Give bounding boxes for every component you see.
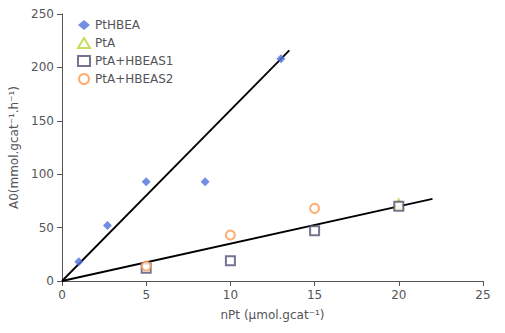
svg-text:150: 150 <box>31 114 54 128</box>
svg-text:20: 20 <box>391 288 406 302</box>
svg-text:15: 15 <box>307 288 322 302</box>
svg-text:A0(mmol.gcat⁻¹.h⁻¹): A0(mmol.gcat⁻¹.h⁻¹) <box>7 86 21 209</box>
svg-text:100: 100 <box>31 167 54 181</box>
svg-text:PtA+HBEAS2: PtA+HBEAS2 <box>95 72 174 86</box>
svg-text:PtHBEA: PtHBEA <box>95 18 141 32</box>
svg-text:nPt (μmol.gcat⁻¹): nPt (μmol.gcat⁻¹) <box>221 308 325 322</box>
svg-text:10: 10 <box>223 288 238 302</box>
svg-text:0: 0 <box>46 274 54 288</box>
svg-text:PtA+HBEAS1: PtA+HBEAS1 <box>95 54 174 68</box>
svg-text:50: 50 <box>39 221 54 235</box>
svg-text:5: 5 <box>142 288 150 302</box>
svg-text:0: 0 <box>58 288 66 302</box>
svg-text:25: 25 <box>475 288 490 302</box>
svg-text:250: 250 <box>31 7 54 21</box>
svg-text:PtA: PtA <box>95 36 116 50</box>
svg-text:200: 200 <box>31 60 54 74</box>
